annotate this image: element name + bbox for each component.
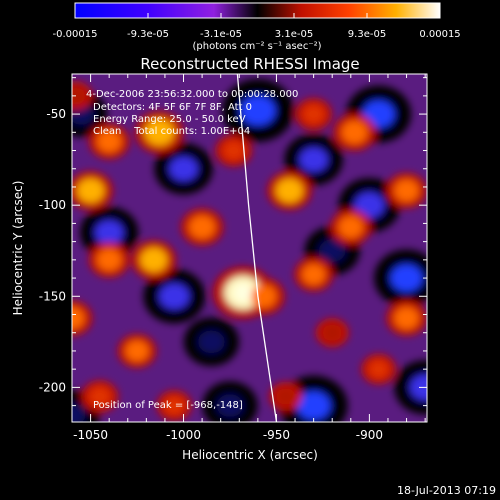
hot-spot [72, 307, 85, 330]
cold-spot [240, 95, 276, 126]
cold-spot [198, 330, 225, 354]
hot-spot [164, 396, 185, 415]
y-axis-label: Heliocentric Y (arcsec) [11, 181, 25, 316]
hot-spot [302, 104, 325, 124]
hot-spot [77, 178, 104, 203]
annotation-clean: Clean Total counts: 1.00E+04 [93, 126, 250, 137]
y-tick-label: -150 [39, 289, 66, 303]
hot-spot [341, 120, 368, 144]
cold-spot [296, 391, 331, 420]
hot-spot [89, 386, 111, 407]
hot-spot [125, 340, 149, 362]
heatmap-blobs [72, 78, 427, 422]
cold-spot [159, 283, 190, 310]
hot-spot [394, 179, 419, 202]
colorbar [74, 2, 441, 19]
annotation-peak-position: Position of Peak = [-968,-148] [93, 400, 243, 411]
cold-spot [169, 156, 198, 181]
x-tick-label: -950 [263, 428, 290, 442]
cold-spot [95, 220, 124, 245]
annotation-time: 4-Dec-2006 23:56:32.000 to 00:00:28.000 [86, 89, 298, 100]
colorbar-tick-label: -3.1e-05 [200, 29, 242, 40]
hot-spot [222, 140, 245, 161]
colorbar-units-label: (photons cm⁻² s⁻¹ asec⁻²) [192, 41, 321, 52]
x-tick-label: -1000 [166, 428, 201, 442]
hot-spot [368, 360, 389, 379]
cold-spot [72, 403, 86, 422]
colorbar-tick-label: 9.3e-05 [348, 29, 386, 40]
hot-spot [97, 130, 122, 153]
y-tick-label: -100 [39, 198, 66, 212]
hot-spot [97, 248, 122, 271]
x-axis-label: Heliocentric X (arcsec) [182, 448, 318, 462]
hot-spot [276, 387, 296, 406]
cold-spot [216, 394, 244, 417]
cold-spot [390, 264, 423, 292]
x-tick-label: -900 [356, 428, 383, 442]
x-axis-ticks: -1050 -1000 -950 -900 [71, 74, 426, 442]
hot-spot [338, 216, 363, 238]
colorbar-ticks: -0.00015 -9.3e-05 -3.1e-05 3.1e-05 9.3e-05 0.… [53, 13, 461, 40]
colorbar-tick-label: -9.3e-05 [127, 29, 169, 40]
footer-timestamp: 18-Jul-2013 07:19 [397, 484, 496, 497]
annotation-detectors: Detectors: 4F 5F 6F 7F 8F, Att 0 [93, 102, 252, 113]
hot-spot [250, 284, 277, 308]
colorbar-tick-label: 0.00015 [419, 29, 460, 40]
cold-spot [318, 239, 346, 263]
y-tick-label: -50 [46, 107, 66, 121]
hot-spot [189, 215, 215, 239]
cold-spot [354, 192, 385, 218]
x-tick-label: -1050 [73, 428, 108, 442]
colorbar-tick-label: 3.1e-05 [275, 29, 313, 40]
hot-spot [140, 247, 168, 272]
hot-spot [72, 87, 86, 105]
annotation-energy: Energy Range: 25.0 - 50.0 keV [93, 114, 246, 125]
plot-frame [71, 73, 428, 423]
y-tick-label: -200 [39, 380, 66, 394]
hot-spot [394, 307, 419, 330]
cold-spot [299, 147, 328, 172]
cold-spot [410, 374, 427, 401]
hot-spot [276, 178, 303, 203]
hot-spot [144, 119, 175, 146]
y-axis-ticks: -200 -150 -100 -50 [39, 77, 427, 407]
solar-limb-line [236, 74, 278, 422]
hot-spot [322, 324, 342, 342]
peak-core [233, 283, 253, 302]
hot-spot [302, 264, 326, 285]
chart-title: Reconstructed RHESSI Image [140, 55, 359, 73]
colorbar-tick-label: -0.00015 [53, 29, 98, 40]
